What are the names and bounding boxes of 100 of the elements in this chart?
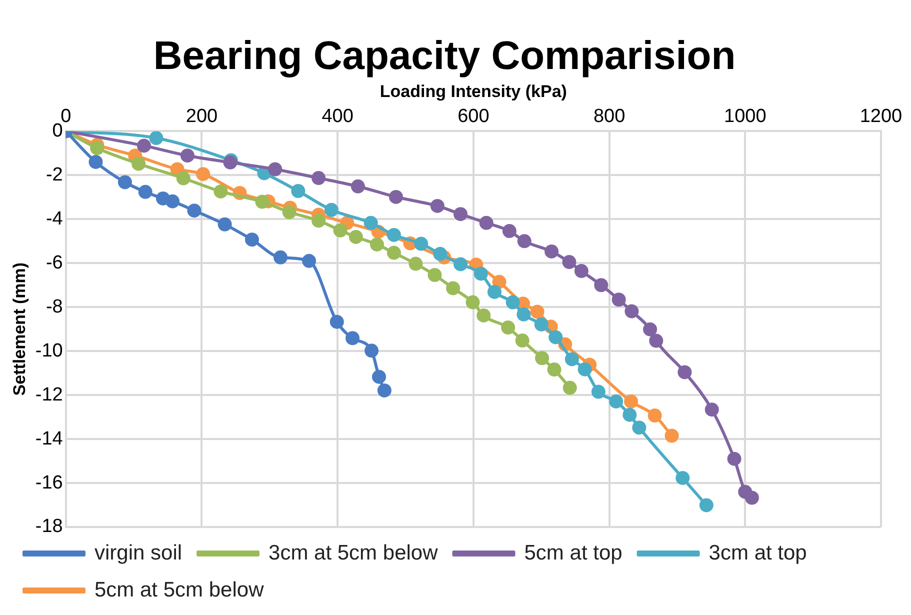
point — [678, 365, 692, 380]
point — [466, 295, 480, 310]
point — [574, 264, 588, 278]
point — [388, 190, 403, 204]
y-tick-label: -2 — [46, 164, 63, 186]
y-tick-label: -8 — [46, 296, 63, 318]
point — [562, 255, 576, 270]
point — [430, 198, 444, 213]
chart-title: Bearing Capacity Comparision — [153, 34, 736, 78]
point — [218, 217, 232, 232]
point — [350, 179, 365, 194]
point — [704, 402, 719, 417]
point — [676, 470, 690, 485]
point — [386, 246, 401, 260]
x-tick-label: 1000 — [724, 106, 766, 128]
point — [479, 216, 494, 230]
y-tick-label: -4 — [46, 208, 64, 230]
point — [609, 394, 624, 408]
point — [268, 162, 282, 176]
y-tick-label: -16 — [35, 472, 63, 494]
point — [196, 167, 210, 182]
legend-label: 5cm at top — [524, 541, 622, 564]
point — [312, 214, 326, 228]
point — [648, 408, 662, 423]
point — [180, 148, 194, 163]
point — [562, 380, 577, 395]
point — [664, 428, 679, 443]
point — [377, 383, 392, 398]
y-tick-label: -18 — [35, 516, 63, 538]
point — [364, 216, 378, 230]
point — [530, 304, 544, 319]
point — [118, 175, 132, 190]
point — [591, 384, 606, 399]
point — [176, 171, 190, 186]
point — [187, 204, 202, 218]
point — [386, 228, 401, 242]
point — [502, 224, 516, 238]
point — [302, 254, 316, 268]
point — [594, 278, 608, 292]
x-tick-label: 600 — [458, 106, 490, 128]
point — [578, 362, 592, 376]
point — [501, 320, 516, 335]
point — [544, 244, 559, 258]
point — [643, 322, 658, 336]
point — [612, 292, 626, 307]
x-tick-label: 200 — [186, 106, 218, 128]
point — [414, 236, 428, 251]
point — [364, 344, 379, 358]
point — [88, 154, 103, 169]
point — [324, 202, 338, 217]
point — [564, 352, 579, 366]
point — [330, 314, 344, 329]
point — [534, 317, 548, 332]
point — [370, 237, 384, 252]
legend-label: 3cm at top — [708, 541, 807, 564]
x-tick-label: 800 — [593, 106, 626, 128]
y-tick-label: -14 — [35, 428, 64, 450]
point — [255, 194, 270, 209]
point — [454, 207, 468, 222]
legend-label: virgin soil — [94, 541, 182, 564]
point — [291, 184, 306, 198]
point — [632, 420, 646, 435]
point — [487, 284, 502, 299]
x-axis-title: Loading Intensity (kPa) — [380, 82, 567, 101]
point — [547, 362, 562, 377]
legend-label: 5cm at 5cm below — [94, 578, 265, 602]
point — [744, 490, 759, 505]
legend-label: 3cm at 5cm below — [268, 541, 439, 564]
point — [408, 256, 423, 271]
point — [138, 184, 152, 199]
point — [428, 268, 442, 282]
point — [333, 223, 348, 238]
point — [699, 498, 714, 512]
y-tick-label: 0 — [52, 120, 63, 142]
point — [214, 184, 228, 198]
point — [474, 266, 488, 281]
y-tick-label: -12 — [35, 384, 63, 406]
point — [132, 156, 146, 171]
y-tick-label: -10 — [35, 340, 63, 362]
point — [274, 250, 288, 264]
point — [282, 205, 296, 220]
y-axis-title: Settlement (mm) — [10, 262, 29, 396]
point — [506, 295, 520, 310]
point — [516, 307, 531, 322]
point — [624, 304, 639, 318]
point — [535, 351, 550, 366]
point — [517, 234, 532, 248]
point — [515, 334, 530, 348]
x-tick-label: 1200 — [860, 106, 902, 128]
point — [624, 394, 638, 408]
y-tick-label: -6 — [46, 252, 63, 274]
point — [727, 452, 742, 466]
point — [622, 408, 637, 422]
x-tick-label: 400 — [322, 106, 354, 128]
point — [433, 246, 448, 261]
point — [372, 370, 386, 384]
point — [244, 232, 259, 247]
point — [548, 330, 563, 344]
point — [476, 308, 491, 322]
point — [348, 230, 363, 244]
